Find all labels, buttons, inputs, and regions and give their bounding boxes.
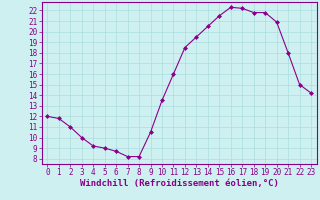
X-axis label: Windchill (Refroidissement éolien,°C): Windchill (Refroidissement éolien,°C): [80, 179, 279, 188]
